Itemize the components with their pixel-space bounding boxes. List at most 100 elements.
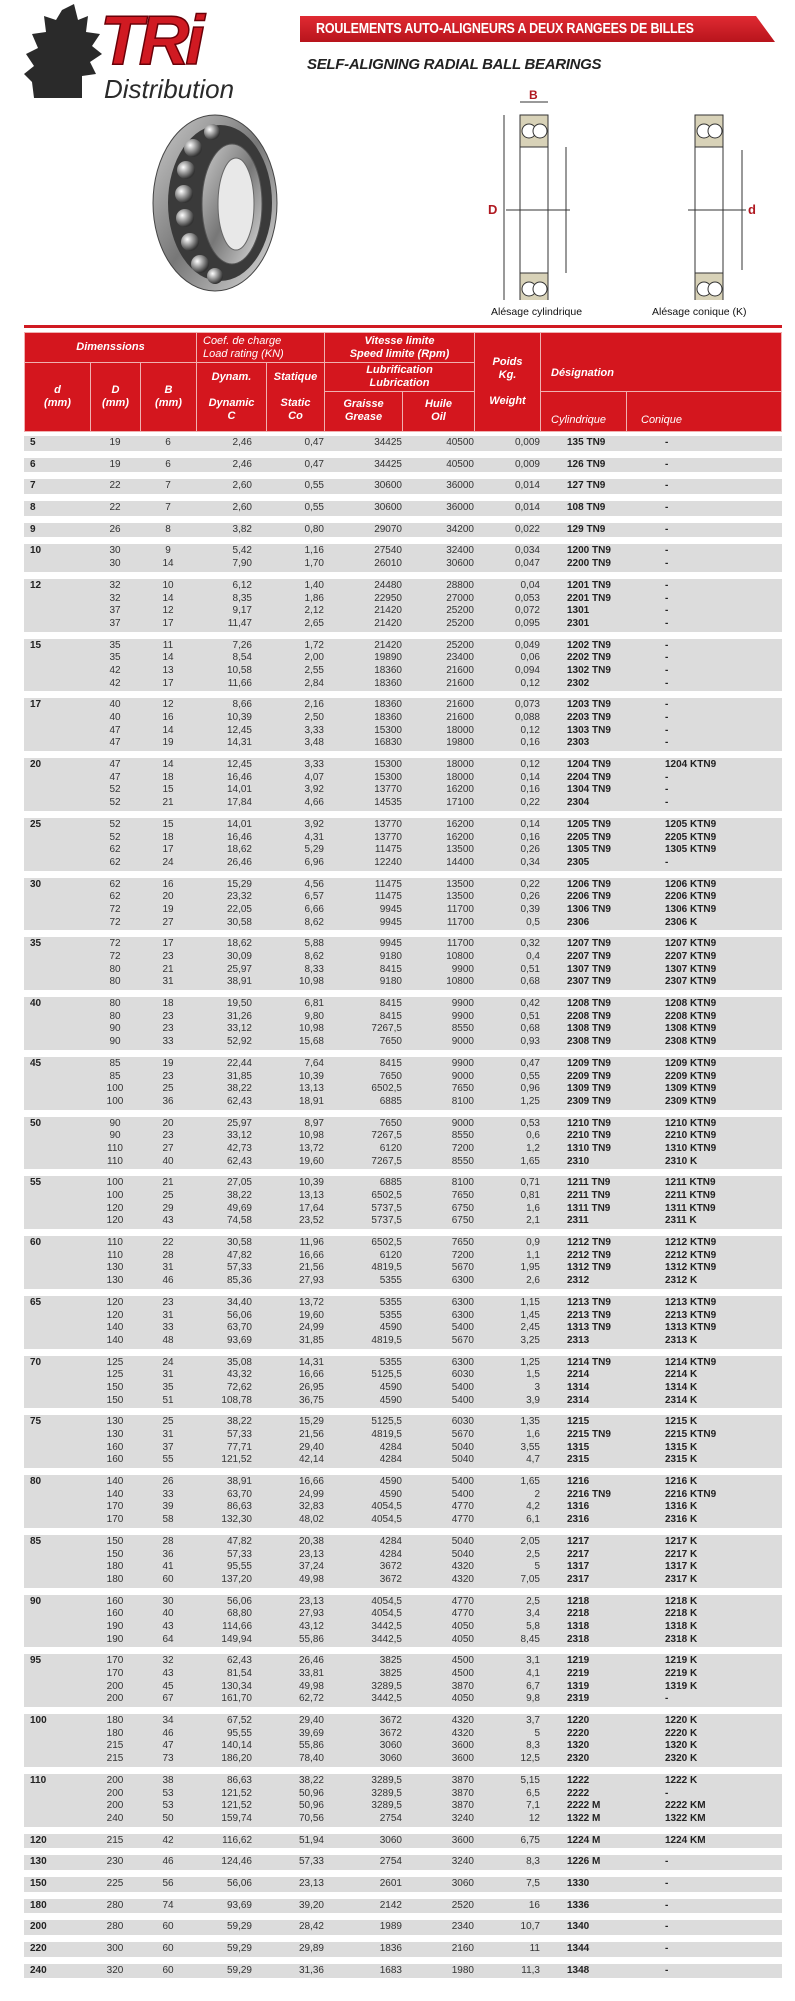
bore-d: [24, 1262, 90, 1275]
bore-d: [24, 857, 90, 870]
width-b: 6: [165, 458, 171, 470]
speed-oil: 3060: [451, 1877, 474, 1889]
table-row: 180 280 74 93,69 39,20 2142 2520 16 1336 -: [24, 1900, 782, 1913]
table-row: 37 17 11,47 2,65 21420 25200 0,095 2301 -: [24, 618, 782, 631]
designation-conical: -: [665, 545, 669, 557]
static-load: 62,72: [298, 1693, 324, 1705]
outer-diameter: 125: [106, 1356, 124, 1368]
table-row: 10 30 9 5,42 1,16 27540 32400 0,034 1200 TN9 -: [24, 545, 782, 558]
static-load: 23,13: [298, 1548, 324, 1560]
table-row: 30 62 16 15,29 4,56 11475 13500 0,22 1206 TN9 120…: [24, 879, 782, 892]
bore-d: [24, 1083, 90, 1096]
designation-cylindrical: 2213 TN9: [567, 1309, 611, 1321]
dynamic-load: 47,82: [226, 1535, 252, 1547]
width-b: 26: [162, 1476, 174, 1488]
table-row: 120 31 56,06 19,60 5355 6300 1,45 2213 TN9 2213 …: [24, 1310, 782, 1323]
bore-d: [24, 737, 90, 750]
bore-d: 85: [30, 1535, 42, 1547]
designation-cylindrical: 2222 M: [567, 1800, 601, 1812]
designation-conical: 1308 KTN9: [665, 1023, 717, 1035]
weight: 7,05: [520, 1573, 540, 1585]
dynamic-load: 25,97: [226, 963, 252, 975]
dynamic-load: 63,70: [226, 1488, 252, 1500]
table-row: 140 33 63,70 24,99 4590 5400 2,45 1313 TN9 1313 …: [24, 1322, 782, 1335]
row-group: 110 200 38 86,63 38,22 3289,5 3870 5,15 1222 1222…: [24, 1773, 782, 1827]
outer-diameter: 120: [106, 1296, 124, 1308]
static-load: 28,42: [298, 1921, 324, 1933]
bore-d: 90: [30, 1595, 42, 1607]
weight: 0,22: [520, 878, 540, 890]
outer-diameter: 80: [109, 998, 121, 1010]
row-group: 40 80 18 19,50 6,81 8415 9900 0,42 1208 TN9 1208 …: [24, 997, 782, 1050]
bore-d: 5: [30, 437, 36, 448]
speed-grease: 2754: [379, 1812, 402, 1824]
dynamic-load: 62,43: [226, 1095, 252, 1107]
outer-diameter: 180: [106, 1715, 124, 1727]
designation-cylindrical: 1314: [567, 1381, 590, 1393]
designation-cylindrical: 1310 TN9: [567, 1142, 611, 1154]
dynamic-load: 27,05: [226, 1177, 252, 1189]
weight: 0,42: [520, 998, 540, 1010]
weight: 9,8: [526, 1693, 540, 1705]
speed-grease: 5355: [379, 1309, 402, 1321]
static-load: 27,93: [298, 1275, 324, 1287]
width-b: 33: [162, 1036, 174, 1048]
speed-oil: 4320: [451, 1561, 474, 1573]
speed-grease: 3442,5: [371, 1693, 402, 1705]
speed-grease: 8415: [379, 998, 402, 1010]
static-load: 7,64: [304, 1057, 324, 1069]
designation-conical: 1309 KTN9: [665, 1083, 717, 1095]
static-load: 24,99: [298, 1488, 324, 1500]
outer-diameter: 22: [109, 502, 121, 514]
weight: 0,51: [520, 1010, 540, 1022]
dynamic-load: 52,92: [226, 1036, 252, 1048]
width-b: 32: [162, 1655, 174, 1667]
designation-conical: 2205 KTN9: [665, 831, 717, 843]
table-row: 72 23 30,09 8,62 9180 10800 0,4 2207 TN9 2207 KT…: [24, 951, 782, 964]
speed-oil: 3870: [451, 1774, 474, 1786]
table-row: 140 33 63,70 24,99 4590 5400 2 2216 TN9 2216 KTN…: [24, 1489, 782, 1502]
designation-conical: -: [665, 502, 669, 514]
speed-grease: 6502,5: [371, 1237, 402, 1249]
speed-grease: 4590: [379, 1394, 402, 1406]
bore-d: 65: [30, 1296, 42, 1308]
speed-grease: 6885: [379, 1177, 402, 1189]
static-load: 2,00: [304, 652, 324, 664]
speed-oil: 7650: [451, 1237, 474, 1249]
speed-grease: 16830: [374, 737, 402, 749]
weight: 1,5: [526, 1369, 540, 1381]
bore-d: [24, 904, 90, 917]
outer-diameter: 180: [106, 1573, 124, 1585]
bore-d: 60: [30, 1237, 42, 1249]
speed-oil: 30600: [446, 558, 474, 570]
outer-diameter: 200: [106, 1693, 124, 1705]
dynamic-load: 86,63: [226, 1774, 252, 1786]
designation-conical: 2216 KTN9: [665, 1488, 717, 1500]
speed-oil: 9900: [451, 998, 474, 1010]
designation-cylindrical: 1320: [567, 1740, 590, 1752]
dynamic-load: 18,62: [226, 844, 252, 856]
table-row: 9 26 8 3,82 0,80 29070 34200 0,022 129 TN9 -: [24, 524, 782, 537]
speed-grease: 7267,5: [371, 1130, 402, 1142]
speed-grease: 7650: [379, 1117, 402, 1129]
weight: 0,047: [514, 558, 540, 570]
bore-d: 30: [30, 878, 42, 890]
dynamic-load: 2,60: [232, 480, 252, 492]
speed-grease: 6502,5: [371, 1190, 402, 1201]
bore-d: [24, 1036, 90, 1049]
speed-oil: 7650: [451, 1190, 474, 1201]
bore-d: [24, 1728, 90, 1741]
row-group: 220 300 60 59,29 29,89 1836 2160 11 1344 -: [24, 1942, 782, 1957]
static-load: 13,72: [298, 1296, 324, 1308]
table-row: 75 130 25 38,22 15,29 5125,5 6030 1,35 1215 1215 …: [24, 1416, 782, 1429]
designation-conical: -: [665, 1787, 669, 1799]
speed-grease: 9945: [379, 916, 402, 928]
weight: 3: [534, 1381, 540, 1393]
dynamic-load: 8,54: [232, 652, 252, 664]
dynamic-load: 140,14: [221, 1740, 252, 1752]
speed-oil: 5040: [451, 1441, 474, 1453]
static-load: 26,46: [298, 1655, 324, 1667]
weight: 1,6: [526, 1202, 540, 1214]
designation-conical: 2214 K: [665, 1369, 698, 1381]
width-b: 40: [162, 1608, 174, 1620]
